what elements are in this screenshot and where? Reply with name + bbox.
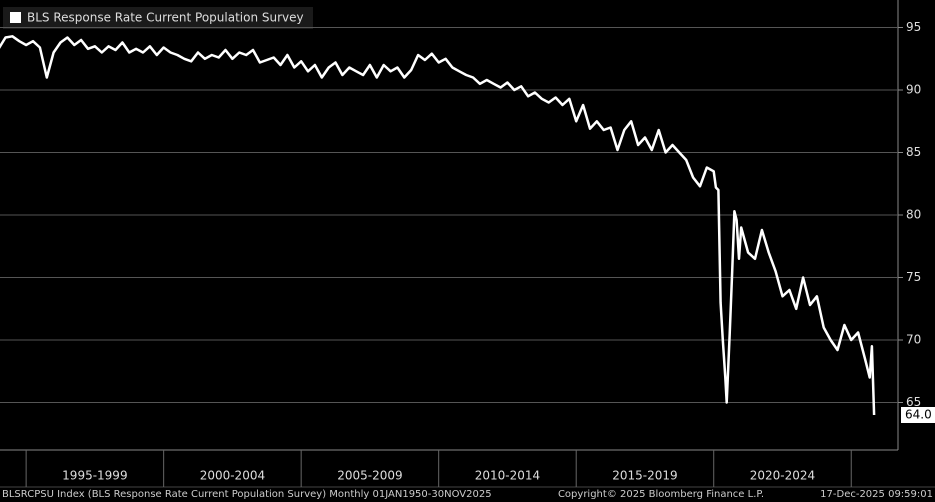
footer-right: 17-Dec-2025 09:59:01: [820, 489, 933, 500]
y-tick-label: 65: [906, 395, 921, 409]
last-value-box: [901, 407, 935, 423]
x-period-label: 2020-2024: [750, 469, 815, 483]
x-period-label: 1995-1999: [62, 469, 127, 483]
footer-left: BLSRCPSU Index (BLS Response Rate Curren…: [2, 489, 492, 500]
legend-box: [3, 7, 313, 29]
y-tick-label: 85: [906, 145, 921, 159]
x-period-label: 2005-2009: [337, 469, 402, 483]
x-period-label: 2010-2014: [475, 469, 540, 483]
y-tick-label: 95: [906, 20, 921, 34]
x-period-label: 2015-2019: [612, 469, 677, 483]
y-tick-label: 90: [906, 83, 921, 97]
y-tick-label: 80: [906, 208, 921, 222]
x-period-label: 2000-2004: [200, 469, 265, 483]
footer-center: Copyright© 2025 Bloomberg Finance L.P.: [558, 489, 764, 500]
series-line: [0, 35, 876, 416]
y-tick-label: 75: [906, 270, 921, 284]
legend-label: BLS Response Rate Current Population Sur…: [27, 11, 304, 25]
last-value-label: 64.0: [905, 408, 932, 422]
y-tick-label: 70: [906, 333, 921, 347]
legend-swatch: [10, 12, 21, 23]
